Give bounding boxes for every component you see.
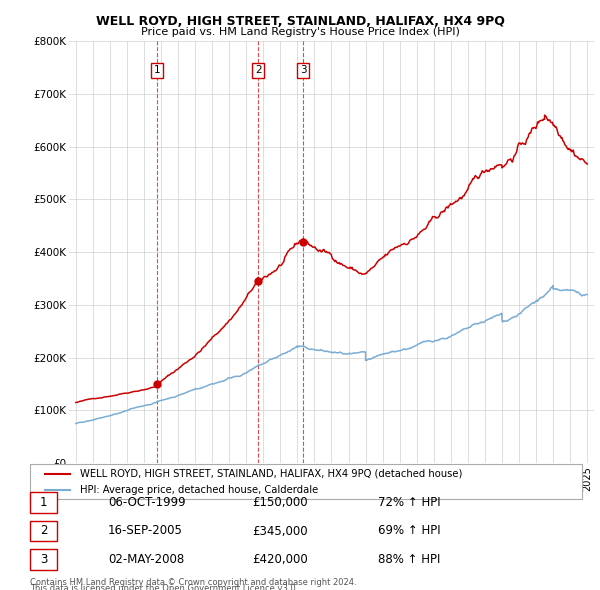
Text: £150,000: £150,000 — [252, 496, 308, 509]
Text: 16-SEP-2005: 16-SEP-2005 — [108, 525, 183, 537]
Text: 1: 1 — [40, 496, 47, 509]
Text: 2: 2 — [40, 525, 47, 537]
Text: WELL ROYD, HIGH STREET, STAINLAND, HALIFAX, HX4 9PQ: WELL ROYD, HIGH STREET, STAINLAND, HALIF… — [95, 15, 505, 28]
Text: 02-MAY-2008: 02-MAY-2008 — [108, 553, 184, 566]
Text: 3: 3 — [40, 553, 47, 566]
Text: £420,000: £420,000 — [252, 553, 308, 566]
FancyBboxPatch shape — [30, 464, 582, 499]
Text: £345,000: £345,000 — [252, 525, 308, 537]
Text: Price paid vs. HM Land Registry's House Price Index (HPI): Price paid vs. HM Land Registry's House … — [140, 27, 460, 37]
Text: 72% ↑ HPI: 72% ↑ HPI — [378, 496, 440, 509]
Text: 06-OCT-1999: 06-OCT-1999 — [108, 496, 185, 509]
Text: 88% ↑ HPI: 88% ↑ HPI — [378, 553, 440, 566]
Text: 3: 3 — [300, 65, 307, 76]
Text: 69% ↑ HPI: 69% ↑ HPI — [378, 525, 440, 537]
Text: 2: 2 — [255, 65, 262, 76]
Text: This data is licensed under the Open Government Licence v3.0.: This data is licensed under the Open Gov… — [30, 584, 298, 590]
Text: WELL ROYD, HIGH STREET, STAINLAND, HALIFAX, HX4 9PQ (detached house): WELL ROYD, HIGH STREET, STAINLAND, HALIF… — [80, 468, 462, 478]
Text: 1: 1 — [154, 65, 160, 76]
Text: Contains HM Land Registry data © Crown copyright and database right 2024.: Contains HM Land Registry data © Crown c… — [30, 578, 356, 587]
Text: HPI: Average price, detached house, Calderdale: HPI: Average price, detached house, Cald… — [80, 485, 318, 495]
